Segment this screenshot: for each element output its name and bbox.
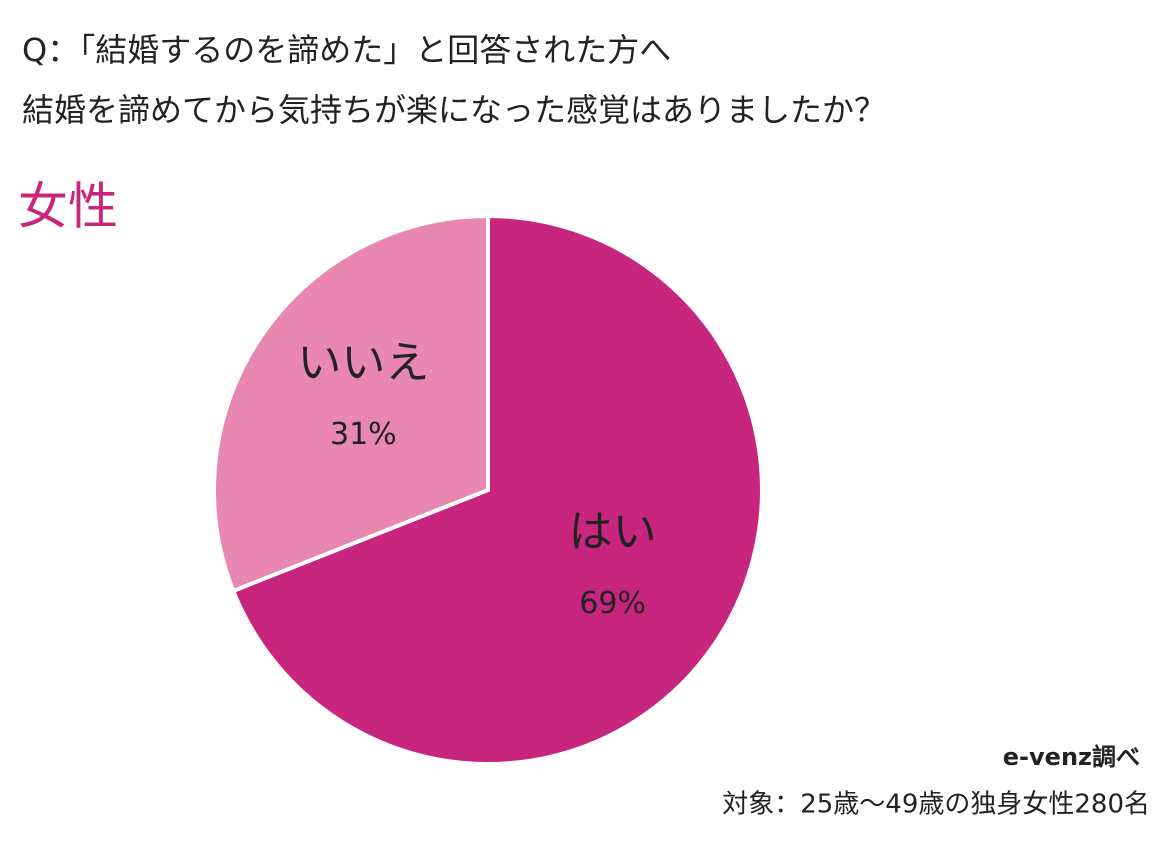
pie-slice [212, 213, 490, 594]
value-label: 69% [579, 586, 646, 621]
chart-subtitle: 結婚を諦めてから気持ちが楽になった感覚はありましたか？ [22, 91, 886, 129]
group-label: 女性 [18, 178, 118, 236]
chart-title: Q：「結婚するのを諦めた」と回答された方へ [22, 31, 671, 69]
slice-label: はい [569, 507, 657, 558]
value-label: 31% [330, 417, 397, 452]
slice-label: いいえ [297, 337, 429, 388]
pie-slice [230, 213, 764, 766]
source: e-venz調べ [1003, 743, 1140, 771]
note: 対象：25歳〜49歳の独身女性280名 [722, 790, 1150, 820]
